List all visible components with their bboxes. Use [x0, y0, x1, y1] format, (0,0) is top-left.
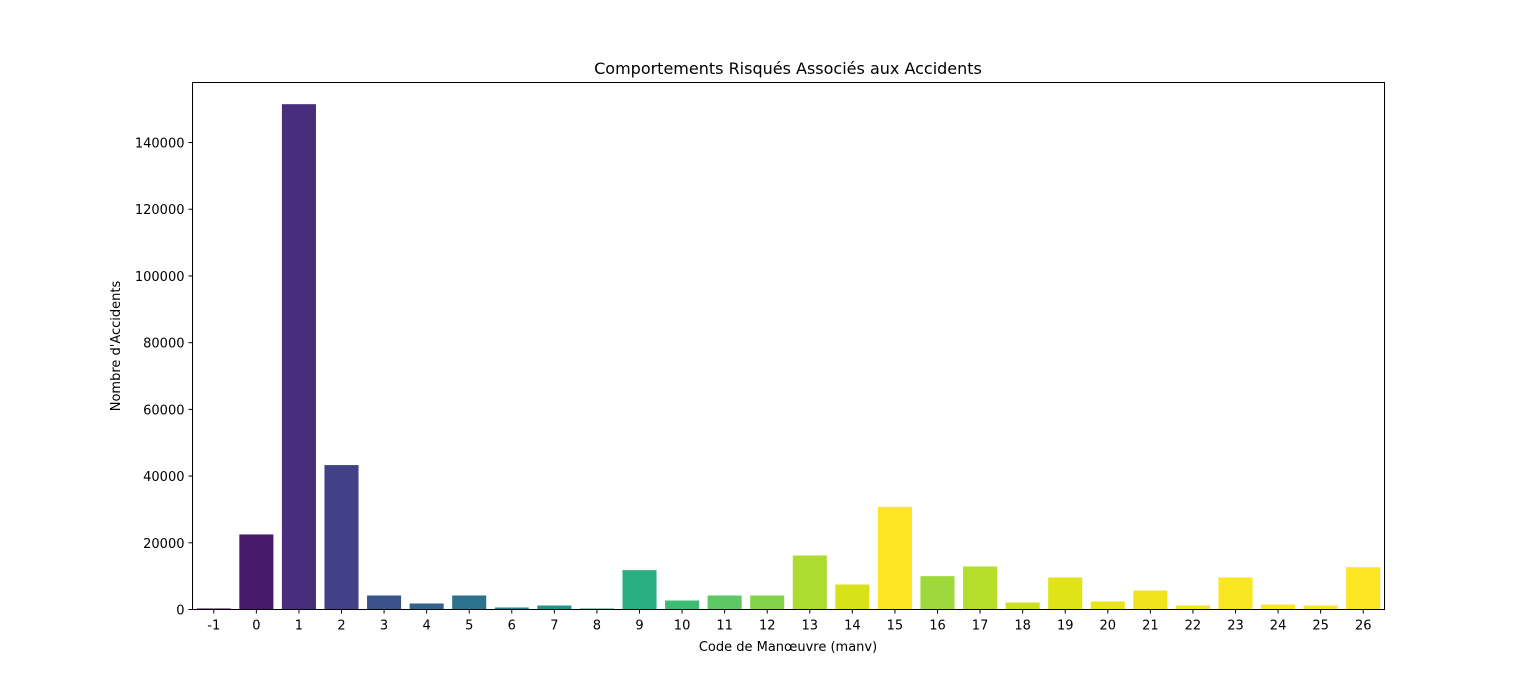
x-axis-label: Code de Manœuvre (manv) — [699, 640, 877, 655]
y-tick-label: 140000 — [135, 137, 185, 152]
chart-title: Comportements Risqués Associés aux Accid… — [594, 59, 982, 78]
bar-11 — [707, 595, 742, 610]
x-tick-label: 17 — [972, 619, 989, 634]
x-tick-label: 11 — [716, 619, 733, 634]
bar-20 — [1090, 601, 1125, 610]
y-tick-label: 120000 — [135, 203, 185, 218]
bar-4 — [409, 603, 444, 610]
x-tick-label: 1 — [295, 619, 303, 634]
bar-3 — [367, 595, 402, 610]
bar-14 — [835, 584, 870, 610]
y-tick-label: 0 — [176, 604, 184, 619]
x-tick-label: 9 — [635, 619, 643, 634]
x-tick-label: 16 — [929, 619, 946, 634]
bars-group — [196, 104, 1381, 610]
x-tick-label: 21 — [1142, 619, 1159, 634]
x-tick-label: 2 — [337, 619, 345, 634]
y-tick-label: 100000 — [135, 270, 185, 285]
bar-23 — [1218, 577, 1253, 610]
bar-12 — [750, 595, 785, 610]
bar-1 — [281, 104, 316, 610]
y-axis-ticks: 0 20000 40000 60000 80000 100000 120000 140000 — [135, 137, 193, 619]
bar-25 — [1303, 605, 1338, 610]
x-tick-label: 6 — [508, 619, 516, 634]
bar-19 — [1048, 577, 1083, 610]
bar-10 — [665, 600, 700, 610]
x-tick-label: 8 — [593, 619, 601, 634]
x-tick-label: 20 — [1100, 619, 1117, 634]
bar-7 — [537, 605, 572, 610]
x-tick-label: 23 — [1227, 619, 1244, 634]
x-tick-label: 26 — [1355, 619, 1372, 634]
x-tick-label: 3 — [380, 619, 388, 634]
bar-6 — [494, 607, 529, 610]
bar-22 — [1175, 605, 1210, 610]
x-tick-label: 25 — [1312, 619, 1329, 634]
x-tick-label: 7 — [550, 619, 558, 634]
plot-frame — [192, 82, 1385, 610]
y-axis-label: Nombre d'Accidents — [109, 281, 124, 412]
x-tick-label: 22 — [1185, 619, 1202, 634]
bar-26 — [1346, 567, 1381, 610]
x-tick-label: 10 — [674, 619, 691, 634]
x-tick-label: 14 — [844, 619, 861, 634]
bar-9 — [622, 570, 657, 610]
bar-16 — [920, 576, 955, 610]
bar-5 — [452, 595, 487, 610]
x-tick-label: 0 — [252, 619, 260, 634]
x-tick-label: 19 — [1057, 619, 1074, 634]
y-tick-label: 40000 — [143, 470, 184, 485]
bar-21 — [1133, 590, 1168, 610]
y-tick-label: 60000 — [143, 403, 184, 418]
x-tick-label: -1 — [207, 619, 220, 634]
bar-17 — [963, 566, 998, 610]
x-tick-label: 4 — [423, 619, 431, 634]
bar-24 — [1261, 604, 1296, 610]
bar-15 — [877, 506, 912, 610]
x-tick-label: 15 — [887, 619, 904, 634]
y-tick-label: 20000 — [143, 537, 184, 552]
bar-18 — [1005, 602, 1040, 610]
x-tick-label: 13 — [802, 619, 819, 634]
bar-0 — [239, 534, 274, 610]
y-tick-label: 80000 — [143, 337, 184, 352]
x-tick-label: 24 — [1270, 619, 1287, 634]
x-tick-label: 12 — [759, 619, 776, 634]
bar-2 — [324, 465, 359, 610]
x-tick-label: 5 — [465, 619, 473, 634]
bar-13 — [792, 555, 827, 610]
x-tick-label: 18 — [1014, 619, 1031, 634]
x-axis-ticks: -1 0 1 2 3 4 5 6 7 8 9 10 11 12 13 14 15 16 17 18 19 20 21 22 23… — [207, 609, 1372, 634]
